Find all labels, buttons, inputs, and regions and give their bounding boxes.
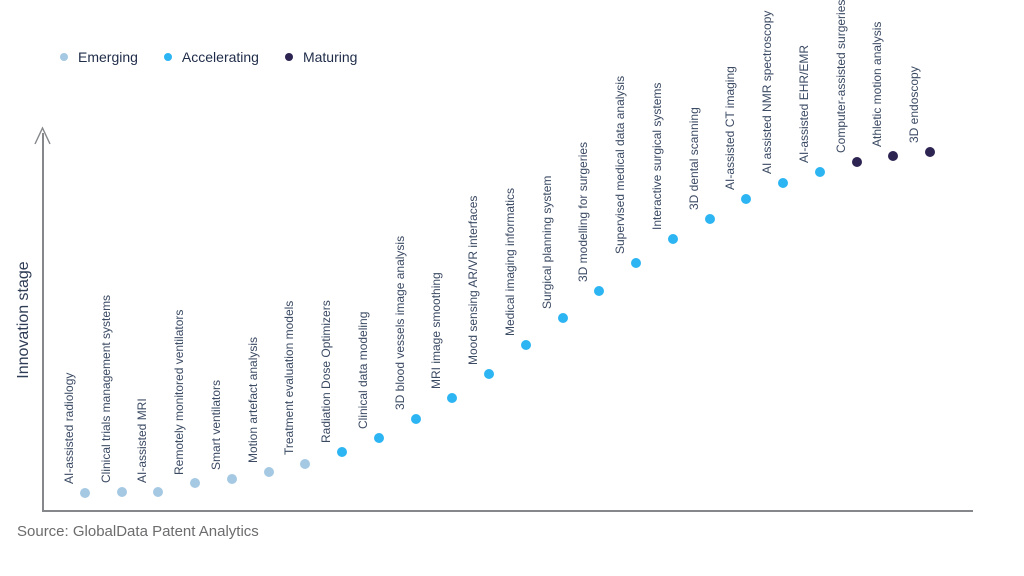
data-point-maturing xyxy=(851,156,862,167)
data-point-label: Surgical planning system xyxy=(539,176,554,310)
data-point-accelerating xyxy=(410,414,421,425)
emerging-dot-icon xyxy=(60,53,68,61)
legend-item-emerging: Emerging xyxy=(60,49,138,65)
legend-item-accelerating: Accelerating xyxy=(163,49,259,65)
accelerating-dot-icon xyxy=(163,53,172,61)
data-point-label: Mood sensing AR/VR interfaces xyxy=(466,195,481,365)
y-axis-title: Innovation stage xyxy=(15,261,32,379)
data-point-label: Clinical data modeling xyxy=(355,311,370,429)
data-point-accelerating xyxy=(337,447,348,458)
data-point-label: 3D dental scanning xyxy=(686,106,701,210)
data-point-emerging xyxy=(190,478,201,489)
data-point-label: Supervised medical data analysis xyxy=(613,76,628,255)
legend-label-emerging: Emerging xyxy=(78,49,138,65)
maturing-dot-icon xyxy=(284,53,293,61)
data-point-emerging xyxy=(116,486,127,497)
data-point-maturing xyxy=(888,150,899,161)
y-axis-line xyxy=(42,133,44,511)
data-point-label: Smart ventilators xyxy=(208,380,223,471)
data-point-emerging xyxy=(153,486,164,497)
data-point-label: Motion artefact analysis xyxy=(245,337,260,464)
data-point-label: Remotely monitored ventilators xyxy=(172,309,187,475)
data-point-emerging xyxy=(263,467,274,478)
data-point-label: Athletic motion analysis xyxy=(870,21,885,147)
legend-item-maturing: Maturing xyxy=(284,49,358,65)
data-point-emerging xyxy=(300,458,311,469)
chart-legend: Emerging Accelerating Maturing xyxy=(60,49,357,65)
y-axis-arrow-icon xyxy=(34,126,51,145)
legend-label-maturing: Maturing xyxy=(302,49,358,65)
data-point-label: AI-assisted radiology xyxy=(62,373,76,485)
data-point-accelerating xyxy=(520,340,531,351)
x-axis-line xyxy=(42,510,973,512)
data-point-accelerating xyxy=(484,368,495,379)
data-point-label: MRI image smoothing xyxy=(429,272,444,390)
data-point-emerging xyxy=(226,474,237,485)
data-point-accelerating xyxy=(373,432,384,443)
data-point-label: 3D blood vessels image analysis xyxy=(392,236,407,411)
data-point-label: 3D endoscopy xyxy=(907,66,922,144)
data-point-emerging xyxy=(80,488,90,499)
source-attribution: Source: GlobalData Patent Analytics xyxy=(17,523,259,540)
legend-label-accelerating: Accelerating xyxy=(181,49,259,65)
data-point-accelerating xyxy=(778,178,789,189)
data-point-label: AI-assisted CT imaging xyxy=(723,66,738,191)
data-point-label: Clinical trials management systems xyxy=(98,294,113,483)
data-point-accelerating xyxy=(741,194,752,205)
data-point-label: Treatment evaluation models xyxy=(282,300,297,455)
data-point-label: AI-assisted EHR/EMR xyxy=(796,45,811,164)
data-point-label: AI-assisted MRI xyxy=(135,397,150,483)
data-point-maturing xyxy=(925,147,936,158)
data-point-label: Interactive surgical systems xyxy=(649,82,664,230)
data-point-label: AI assisted NMR spectroscopy xyxy=(760,11,775,175)
data-point-accelerating xyxy=(447,393,458,404)
data-point-label: 3D modelling for surgeries xyxy=(576,142,591,283)
data-point-label: Medical imaging informatics xyxy=(502,188,517,337)
data-point-accelerating xyxy=(667,233,678,244)
data-point-accelerating xyxy=(631,258,642,269)
data-point-accelerating xyxy=(814,167,825,178)
data-point-label: Computer-assisted surgeries xyxy=(833,0,848,153)
data-point-accelerating xyxy=(557,313,568,324)
data-point-accelerating xyxy=(704,213,715,224)
data-point-accelerating xyxy=(594,286,605,297)
data-point-label: Radiation Dose Optimizers xyxy=(319,300,334,444)
